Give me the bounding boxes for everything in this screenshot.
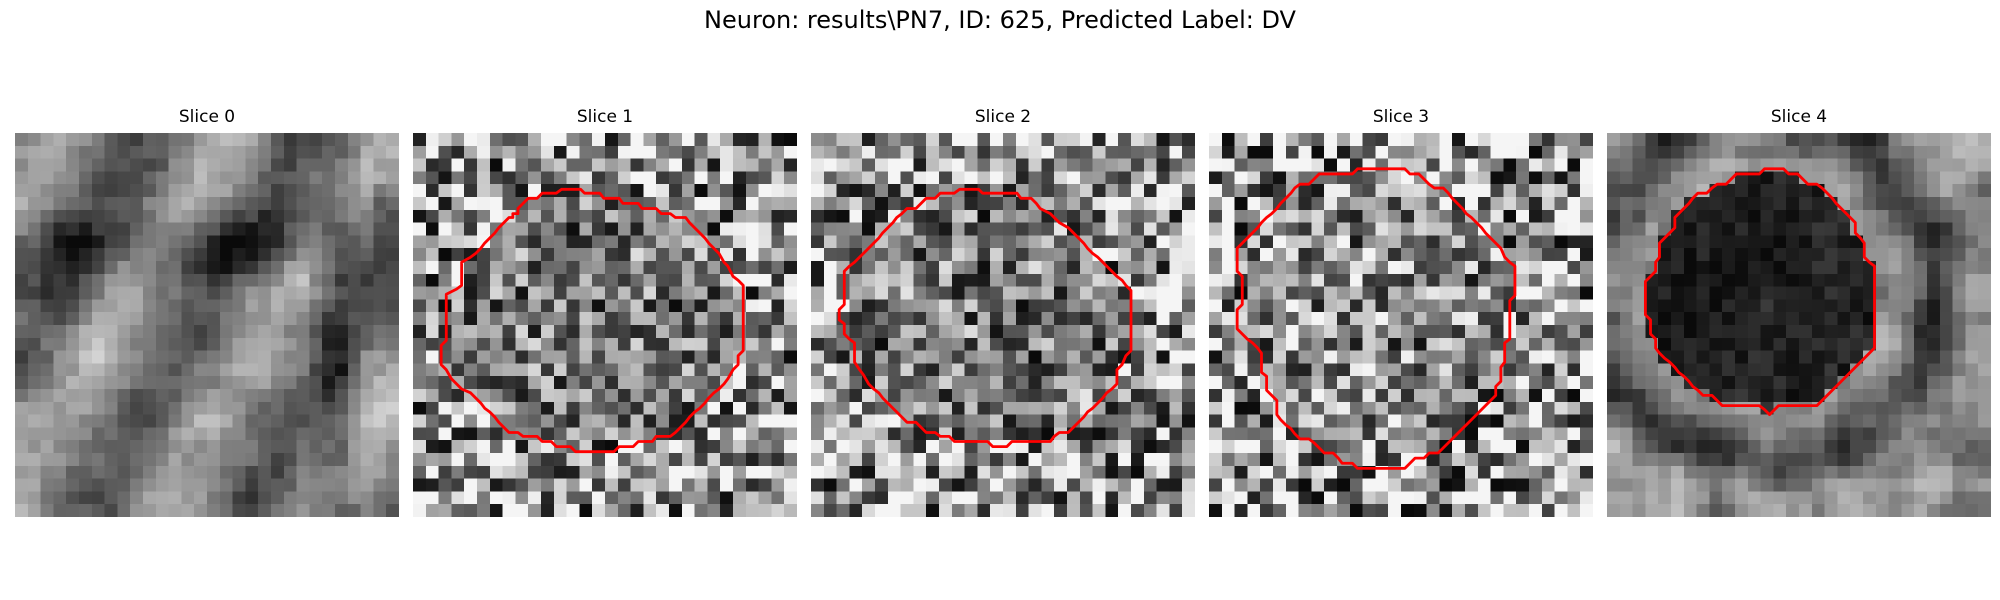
segmentation-contour-1 <box>439 187 745 454</box>
slice-panel-1: Slice 1 <box>413 107 797 517</box>
slice-title-0: Slice 0 <box>178 107 236 127</box>
slice-panel-4: Slice 4 <box>1607 107 1991 517</box>
slice-image-4 <box>1607 133 1991 517</box>
slice-title-3: Slice 3 <box>1372 107 1430 127</box>
slice-image-2 <box>811 133 1195 517</box>
slice-image-3 <box>1209 133 1593 517</box>
segmentation-contour-3 <box>1235 167 1517 470</box>
figure-title: Neuron: results\PN7, ID: 625, Predicted … <box>704 6 1296 34</box>
slice-image-1 <box>413 133 797 517</box>
segmentation-contour-2 <box>837 187 1133 449</box>
slice-title-4: Slice 4 <box>1770 107 1828 127</box>
slice-panel-3: Slice 3 <box>1209 107 1593 517</box>
segmentation-contour-4 <box>1643 167 1876 417</box>
slice-title-2: Slice 2 <box>974 107 1032 127</box>
slice-title-1: Slice 1 <box>576 107 634 127</box>
slice-image-0 <box>15 133 399 517</box>
slice-panel-2: Slice 2 <box>811 107 1195 517</box>
slice-panel-0: Slice 0 <box>15 107 399 517</box>
